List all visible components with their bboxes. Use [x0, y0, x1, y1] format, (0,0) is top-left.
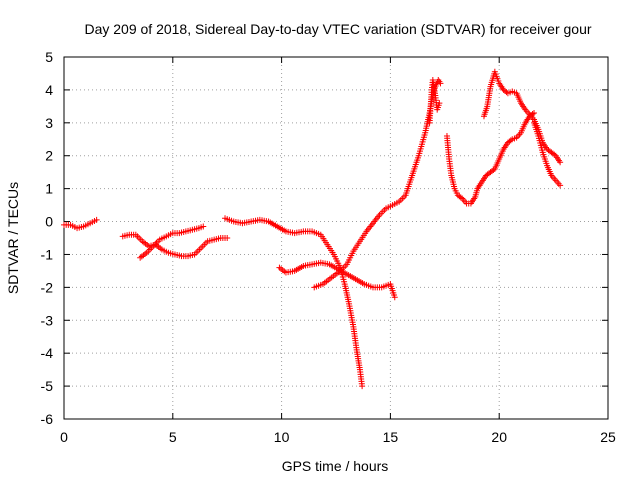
- data-point: [200, 223, 207, 230]
- data-point: [391, 294, 398, 301]
- y-axis-label: SDTVAR / TECUs: [5, 182, 21, 294]
- x-tick-label: 10: [274, 429, 290, 445]
- x-tick-label: 20: [491, 429, 507, 445]
- axis-layer: [63, 56, 609, 420]
- y-tick-label: 3: [45, 115, 53, 131]
- x-tick-label: 5: [169, 429, 177, 445]
- y-tick-label: -3: [41, 312, 54, 328]
- data-series: [531, 119, 564, 189]
- data-point: [436, 100, 443, 107]
- y-tick-label: -4: [41, 345, 54, 361]
- data-series: [443, 109, 538, 207]
- data-series: [480, 68, 564, 166]
- data-series: [137, 223, 207, 261]
- x-axis-label: GPS time / hours: [282, 458, 389, 474]
- tick-label-layer: 0 5 10 15 20 25 -6 -5 -4 -3 -2 -1 0 1 2 3 4 5: [41, 49, 616, 445]
- data-series: [426, 77, 443, 126]
- data-point: [557, 159, 564, 166]
- data-point: [93, 216, 100, 223]
- data-series: [276, 259, 398, 301]
- data-point: [507, 137, 514, 144]
- marker-layer: [61, 68, 564, 390]
- data-series: [61, 216, 100, 232]
- data-point: [557, 182, 564, 189]
- y-tick-label: -6: [41, 411, 54, 427]
- data-point: [359, 383, 366, 390]
- y-tick-label: 5: [45, 49, 53, 65]
- y-tick-label: 0: [45, 214, 53, 230]
- plot-frame: [63, 56, 609, 420]
- y-tick-label: -1: [41, 246, 54, 262]
- data-series: [311, 77, 444, 291]
- y-tick-label: 2: [45, 148, 53, 164]
- data-point: [457, 194, 464, 201]
- y-tick-label: 4: [45, 82, 53, 98]
- data-point: [490, 166, 497, 173]
- y-tick-label: -5: [41, 378, 54, 394]
- data-point: [551, 151, 558, 158]
- y-tick-label: -2: [41, 279, 54, 295]
- x-tick-label: 15: [383, 429, 399, 445]
- x-tick-label: 25: [600, 429, 616, 445]
- data-point: [437, 80, 444, 87]
- data-series: [119, 231, 231, 260]
- data-series: [222, 215, 366, 390]
- data-point: [531, 109, 538, 116]
- y-tick-label: 1: [45, 181, 53, 197]
- x-tick-label: 0: [60, 429, 68, 445]
- chart-title: Day 209 of 2018, Sidereal Day-to-day VTE…: [84, 21, 591, 37]
- data-point: [224, 235, 231, 241]
